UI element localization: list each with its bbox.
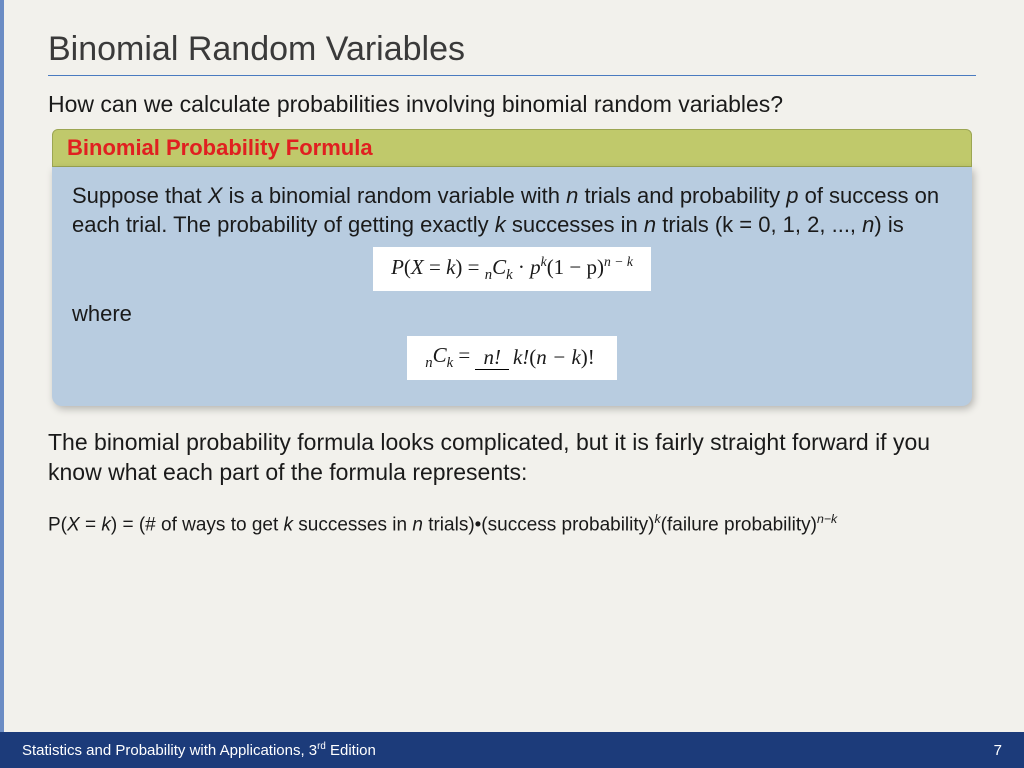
slide-body: Binomial Random Variables How can we cal…: [0, 0, 1024, 768]
slide-title: Binomial Random Variables: [48, 30, 976, 76]
formula-banner: Binomial Probability Formula: [52, 129, 972, 167]
page-number: 7: [994, 742, 1002, 759]
explain-para: The binomial probability formula looks c…: [48, 428, 976, 488]
verbal-equation: P(X = k) = (# of ways to get k successes…: [48, 512, 976, 536]
formula-nck: nCk = n!k!(n − k)!: [407, 336, 617, 380]
formula-main: P(X = k) = nCk · pk(1 − p)n − k: [373, 247, 651, 292]
footer-text: Statistics and Probability with Applicat…: [22, 741, 376, 759]
left-accent-bar: [0, 0, 4, 768]
formula-box: Suppose that X is a binomial random vari…: [52, 167, 972, 406]
box-text: Suppose that X is a binomial random vari…: [72, 181, 952, 239]
footer-bar: Statistics and Probability with Applicat…: [0, 732, 1024, 768]
lead-question: How can we calculate probabilities invol…: [48, 90, 976, 119]
where-label: where: [72, 299, 952, 328]
